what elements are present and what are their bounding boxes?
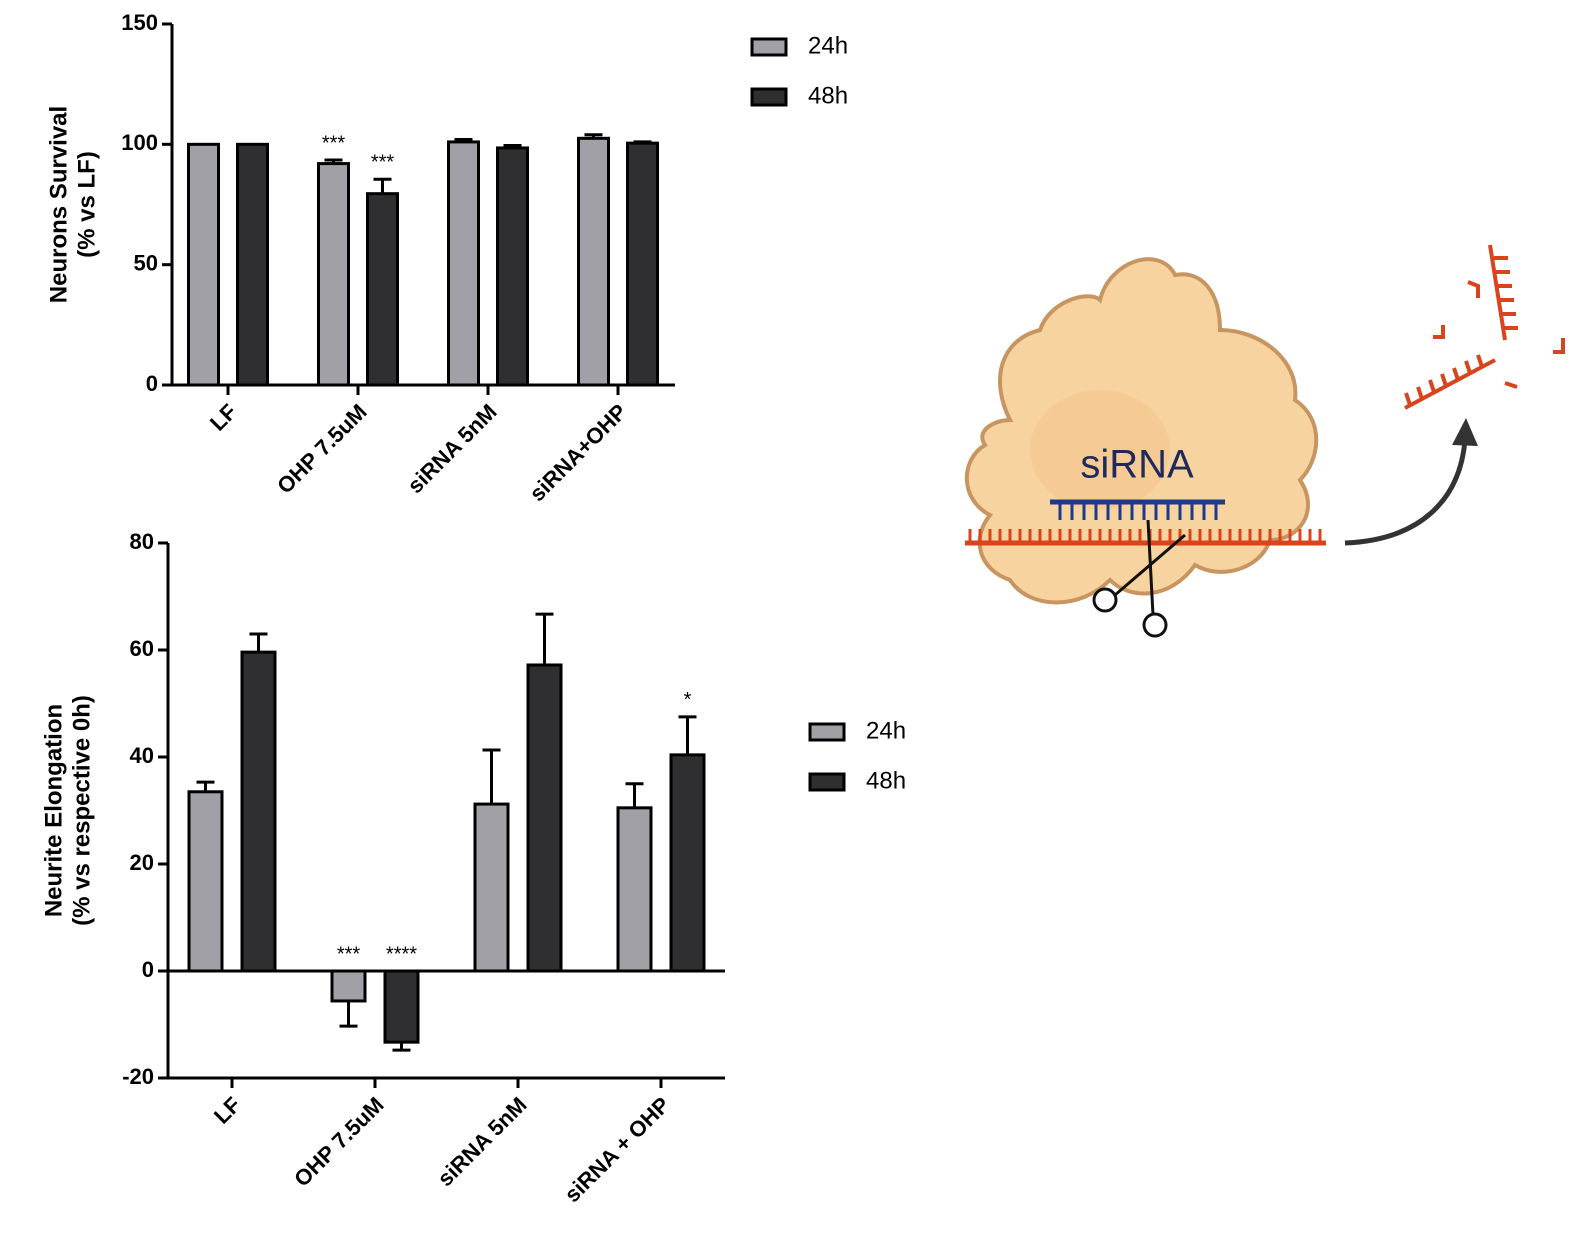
legend-swatch [752, 89, 786, 105]
bar [385, 971, 418, 1042]
bar [238, 144, 268, 385]
y-axis-label: (% vs respective 0h) [68, 695, 95, 926]
y-tick-label: 20 [130, 850, 154, 875]
y-tick-label: -20 [122, 1064, 154, 1089]
bar [449, 142, 479, 385]
bar [498, 148, 528, 385]
bar [628, 143, 658, 385]
legend-swatch [810, 774, 844, 790]
arrow [1345, 440, 1465, 543]
bar [579, 138, 609, 385]
y-axis-label: Neurite Elongation [40, 704, 67, 917]
y-tick-label: 50 [134, 250, 158, 275]
legend-label: 24h [808, 32, 848, 59]
legend-label: 48h [866, 767, 906, 794]
bar [528, 665, 561, 971]
legend-swatch [752, 39, 786, 55]
x-tick-label: OHP 7.5uM [272, 399, 372, 499]
bar [671, 755, 704, 971]
y-tick-label: 0 [146, 371, 158, 396]
sirna-label: siRNA [1080, 443, 1194, 487]
x-tick-label: siRNA 5nM [432, 1092, 531, 1191]
significance-label: * [684, 689, 692, 711]
x-tick-label: LF [205, 399, 242, 436]
significance-label: *** [322, 132, 346, 154]
y-tick-label: 0 [142, 957, 154, 982]
x-tick-label: siRNA + OHP [559, 1092, 674, 1207]
significance-label: *** [337, 943, 361, 965]
x-tick-label: LF [209, 1092, 246, 1129]
y-tick-label: 40 [130, 743, 154, 768]
y-tick-label: 80 [130, 529, 154, 554]
bar [319, 164, 349, 385]
legend-label: 24h [866, 717, 906, 744]
significance-label: *** [371, 152, 395, 174]
bar [618, 808, 651, 971]
bar [242, 652, 275, 971]
y-tick-label: 100 [121, 130, 158, 155]
legend-label: 48h [808, 82, 848, 109]
bar [189, 792, 222, 971]
bar [332, 971, 365, 1001]
legend-swatch [810, 724, 844, 740]
figure: siRNA 0 50 100 150 Neurons Survival(% vs LF)… [0, 0, 1588, 1256]
significance-label: **** [386, 943, 417, 965]
bar [368, 194, 398, 385]
arrowhead [1452, 418, 1478, 446]
x-tick-label: OHP 7.5uM [289, 1092, 389, 1192]
y-axis-label: (% vs LF) [73, 151, 100, 258]
x-tick-label: siRNA 5nM [402, 399, 501, 498]
y-tick-label: 150 [121, 10, 158, 35]
x-tick-label: siRNA+OHP [524, 399, 631, 506]
illustration: siRNA [965, 245, 1563, 636]
y-axis-label: Neurons Survival [45, 106, 72, 303]
fragments [1405, 245, 1563, 408]
y-tick-label: 60 [130, 636, 154, 661]
bar [189, 144, 219, 385]
bar [475, 804, 508, 971]
